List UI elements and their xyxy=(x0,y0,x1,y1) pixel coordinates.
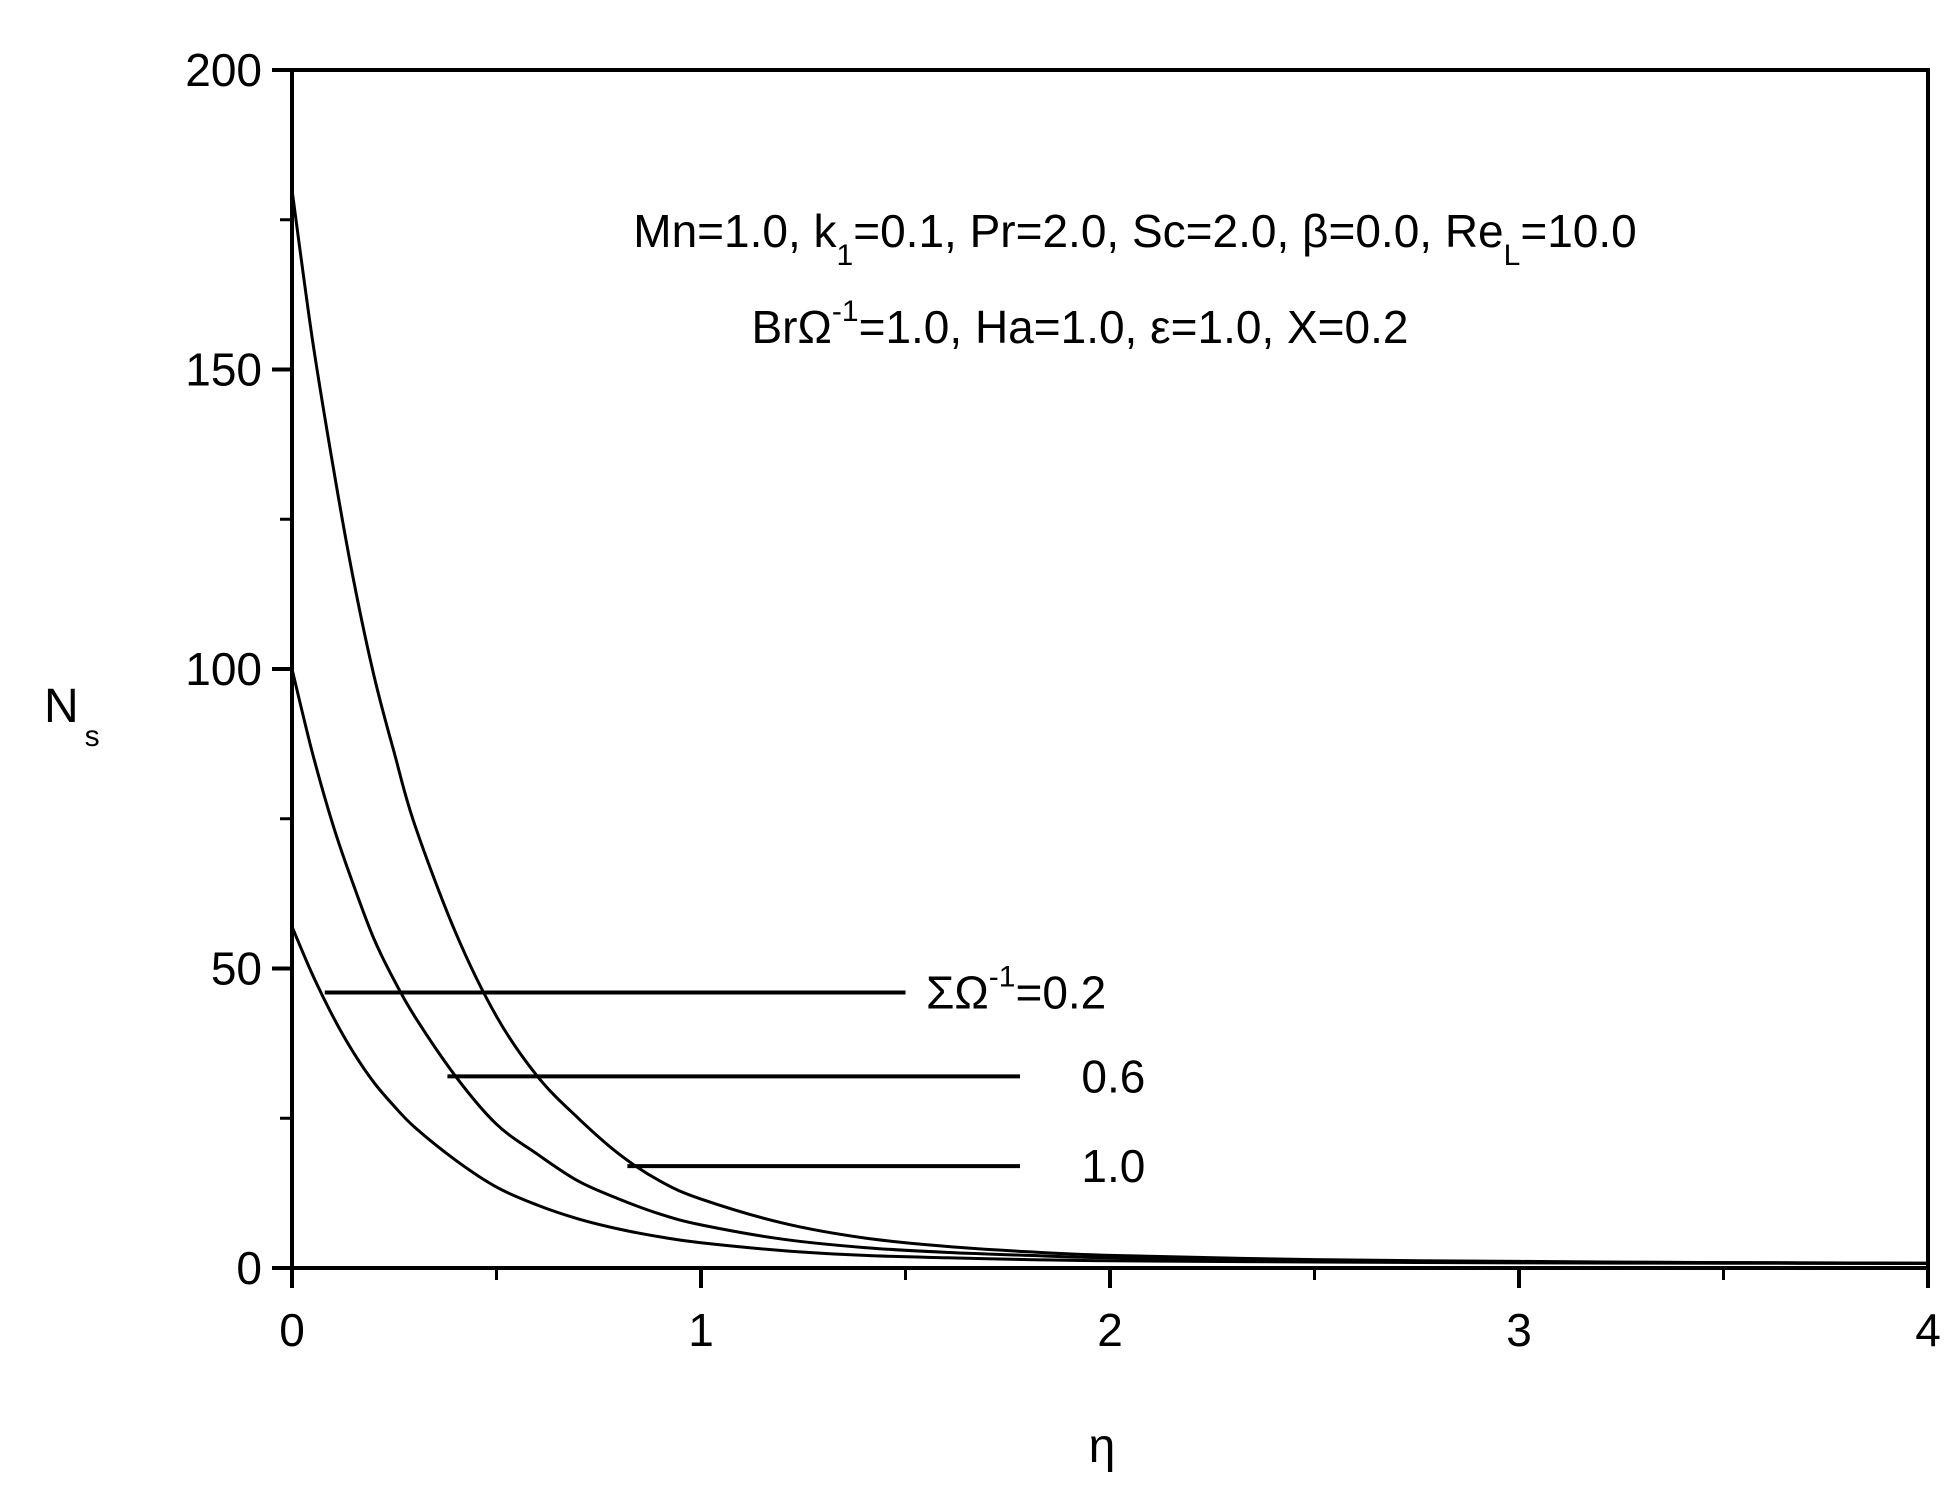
y-tick-label: 150 xyxy=(185,344,262,396)
x-tick-label: 1 xyxy=(688,1304,714,1356)
x-tick-label: 3 xyxy=(1506,1304,1532,1356)
series-curves xyxy=(290,189,1929,1265)
annotations: η Ns Mn=1.0, k1=0.1, Pr=2.0, Sc=2.0, β=0.0… xyxy=(44,205,1637,1473)
y-axis-title: Ns xyxy=(44,680,100,753)
axis-ticks xyxy=(272,68,1930,1288)
params-annotation-line2: BrΩ-1=1.0, Ha=1.0, ε=1.0, X=0.2 xyxy=(752,295,1409,353)
x-axis-title: η xyxy=(1089,1420,1116,1473)
params-annotation-line1: Mn=1.0, k1=0.1, Pr=2.0, Sc=2.0, β=0.0, R… xyxy=(633,205,1637,272)
x-tick-label: 2 xyxy=(1097,1304,1123,1356)
y-tick-label: 50 xyxy=(211,943,262,995)
x-tick-label: 4 xyxy=(1915,1304,1941,1356)
series-label-3: 1.0 xyxy=(1081,1140,1145,1192)
y-tick-label: 100 xyxy=(185,643,262,695)
series-label-1: ΣΩ-1=0.2 xyxy=(926,960,1106,1018)
y-tick-label: 0 xyxy=(236,1242,262,1294)
x-tick-label: 0 xyxy=(279,1304,305,1356)
y-tick-label: 200 xyxy=(185,44,262,96)
tick-labels: 0 1 2 3 4 0 50 100 150 200 xyxy=(185,44,1941,1356)
series-leader-lines: ΣΩ-1=0.2 0.6 1.0 xyxy=(324,960,1145,1192)
series-label-2: 0.6 xyxy=(1081,1050,1145,1102)
series-line-3 xyxy=(290,926,1929,1265)
